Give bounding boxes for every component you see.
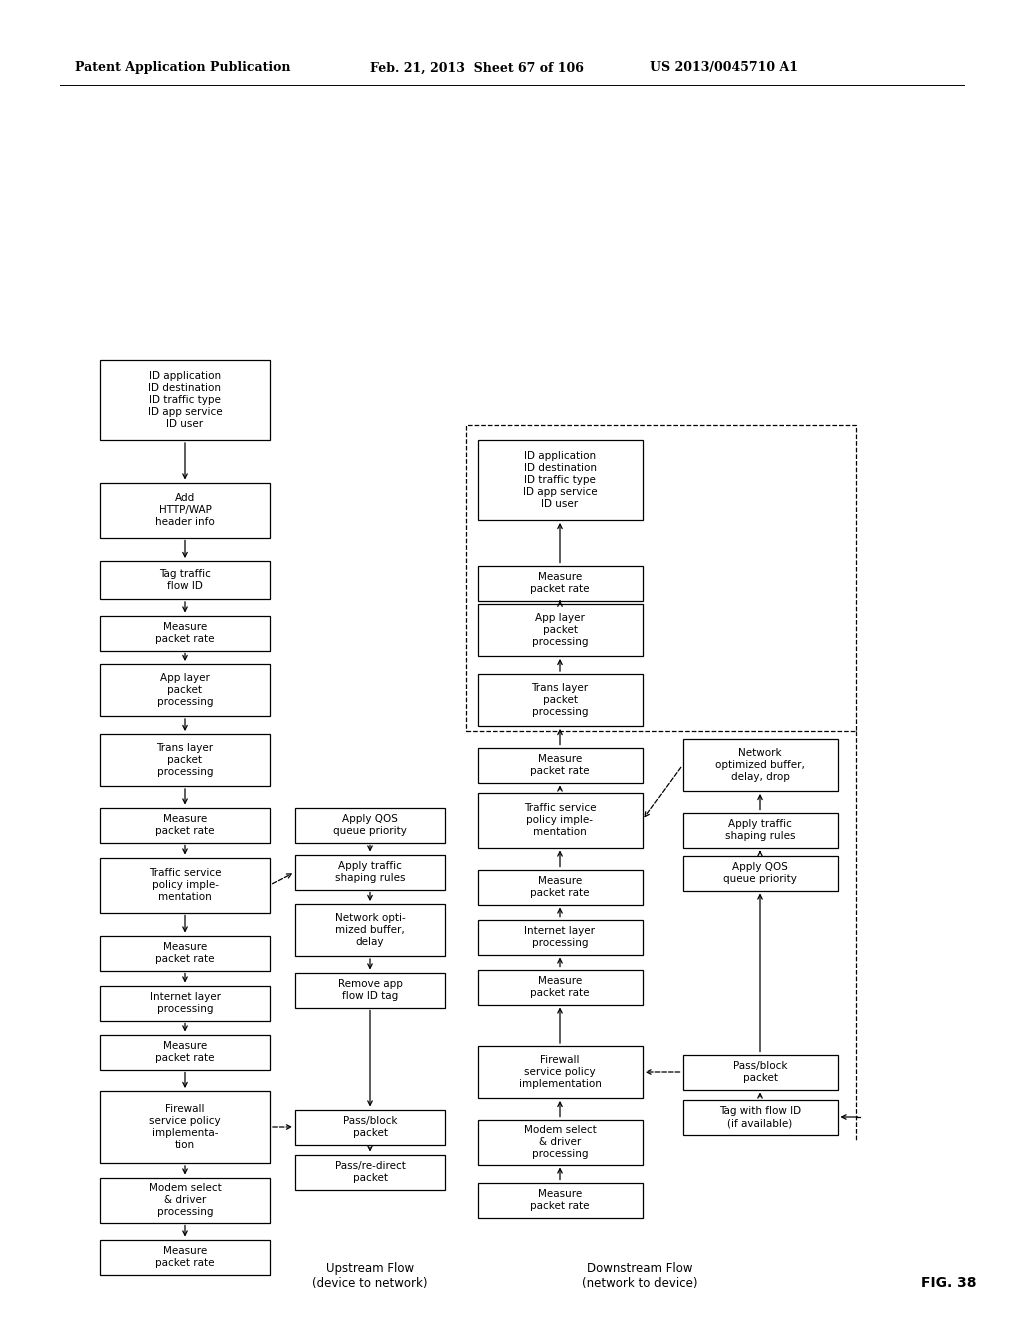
Text: Apply traffic
shaping rules: Apply traffic shaping rules [725,818,796,841]
Text: Measure
packet rate: Measure packet rate [530,876,590,898]
Text: Firewall
service policy
implementation: Firewall service policy implementation [518,1055,601,1089]
Bar [477,920,642,954]
Bar [100,1035,270,1069]
Bar [295,973,445,1007]
Bar [683,813,838,847]
Bar [477,747,642,783]
Text: Patent Application Publication: Patent Application Publication [75,62,291,74]
Text: Firewall
service policy
implementa-
tion: Firewall service policy implementa- tion [150,1104,221,1150]
Text: Pass/block
packet: Pass/block packet [343,1115,397,1138]
Text: Measure
packet rate: Measure packet rate [530,754,590,776]
Text: Modem select
& driver
processing: Modem select & driver processing [148,1183,221,1217]
Bar [477,1119,642,1164]
Bar [100,561,270,599]
Text: Network
optimized buffer,
delay, drop: Network optimized buffer, delay, drop [715,748,805,781]
Bar [295,854,445,890]
Bar [477,969,642,1005]
Text: Trans layer
packet
processing: Trans layer packet processing [531,682,589,717]
Text: Upstream Flow
(device to network): Upstream Flow (device to network) [312,1262,428,1290]
Bar [477,792,642,847]
Bar [683,1055,838,1089]
Text: Modem select
& driver
processing: Modem select & driver processing [523,1125,596,1159]
Bar [477,870,642,904]
Text: Trans layer
packet
processing: Trans layer packet processing [157,743,214,777]
Text: App layer
packet
processing: App layer packet processing [157,673,213,708]
Bar [295,1155,445,1189]
Text: Measure
packet rate: Measure packet rate [156,1246,215,1269]
Text: Measure
packet rate: Measure packet rate [530,975,590,998]
Bar [100,1177,270,1222]
Text: Measure
packet rate: Measure packet rate [530,572,590,594]
Text: Downstream Flow
(network to device): Downstream Flow (network to device) [583,1262,697,1290]
Text: Measure
packet rate: Measure packet rate [156,622,215,644]
Bar [295,808,445,842]
Text: ID application
ID destination
ID traffic type
ID app service
ID user: ID application ID destination ID traffic… [147,371,222,429]
Text: Add
HTTP/WAP
header info: Add HTTP/WAP header info [155,492,215,527]
Bar [477,1045,642,1098]
Text: Apply traffic
shaping rules: Apply traffic shaping rules [335,861,406,883]
Text: US 2013/0045710 A1: US 2013/0045710 A1 [650,62,798,74]
Text: Pass/block
packet: Pass/block packet [733,1061,787,1082]
Text: ID application
ID destination
ID traffic type
ID app service
ID user: ID application ID destination ID traffic… [522,451,597,510]
Bar [100,1239,270,1275]
Bar [295,1110,445,1144]
Bar [295,904,445,956]
Bar [100,986,270,1020]
Bar [100,808,270,842]
Text: Traffic service
policy imple-
mentation: Traffic service policy imple- mentation [148,869,221,902]
Bar [100,734,270,785]
Text: Measure
packet rate: Measure packet rate [530,1189,590,1210]
Text: Internet layer
processing: Internet layer processing [150,993,220,1014]
Text: Feb. 21, 2013  Sheet 67 of 106: Feb. 21, 2013 Sheet 67 of 106 [370,62,584,74]
Text: Traffic service
policy imple-
mentation: Traffic service policy imple- mentation [523,803,596,837]
Bar [100,360,270,440]
Bar [100,1092,270,1163]
Text: Remove app
flow ID tag: Remove app flow ID tag [338,979,402,1001]
Text: Network opti-
mized buffer,
delay: Network opti- mized buffer, delay [335,913,406,946]
Text: Apply QOS
queue priority: Apply QOS queue priority [723,862,797,884]
Text: FIG. 38: FIG. 38 [922,1276,977,1290]
Bar [683,739,838,791]
Text: Measure
packet rate: Measure packet rate [156,942,215,964]
Text: Measure
packet rate: Measure packet rate [156,814,215,836]
Text: Apply QOS
queue priority: Apply QOS queue priority [333,814,407,836]
Bar [100,615,270,651]
Text: Internet layer
processing: Internet layer processing [524,927,596,948]
Bar [477,565,642,601]
Bar [477,675,642,726]
Bar [100,483,270,537]
Bar [100,858,270,912]
Bar [100,936,270,970]
Text: Tag with flow ID
(if available): Tag with flow ID (if available) [719,1106,801,1129]
Bar [100,664,270,715]
Bar [683,1100,838,1134]
Bar [477,440,642,520]
Bar [683,855,838,891]
Text: Measure
packet rate: Measure packet rate [156,1041,215,1063]
Text: App layer
packet
processing: App layer packet processing [531,612,588,647]
Bar [477,1183,642,1217]
Bar [466,425,855,731]
Text: Pass/re-direct
packet: Pass/re-direct packet [335,1162,406,1183]
Text: Tag traffic
flow ID: Tag traffic flow ID [159,569,211,591]
Bar [477,605,642,656]
